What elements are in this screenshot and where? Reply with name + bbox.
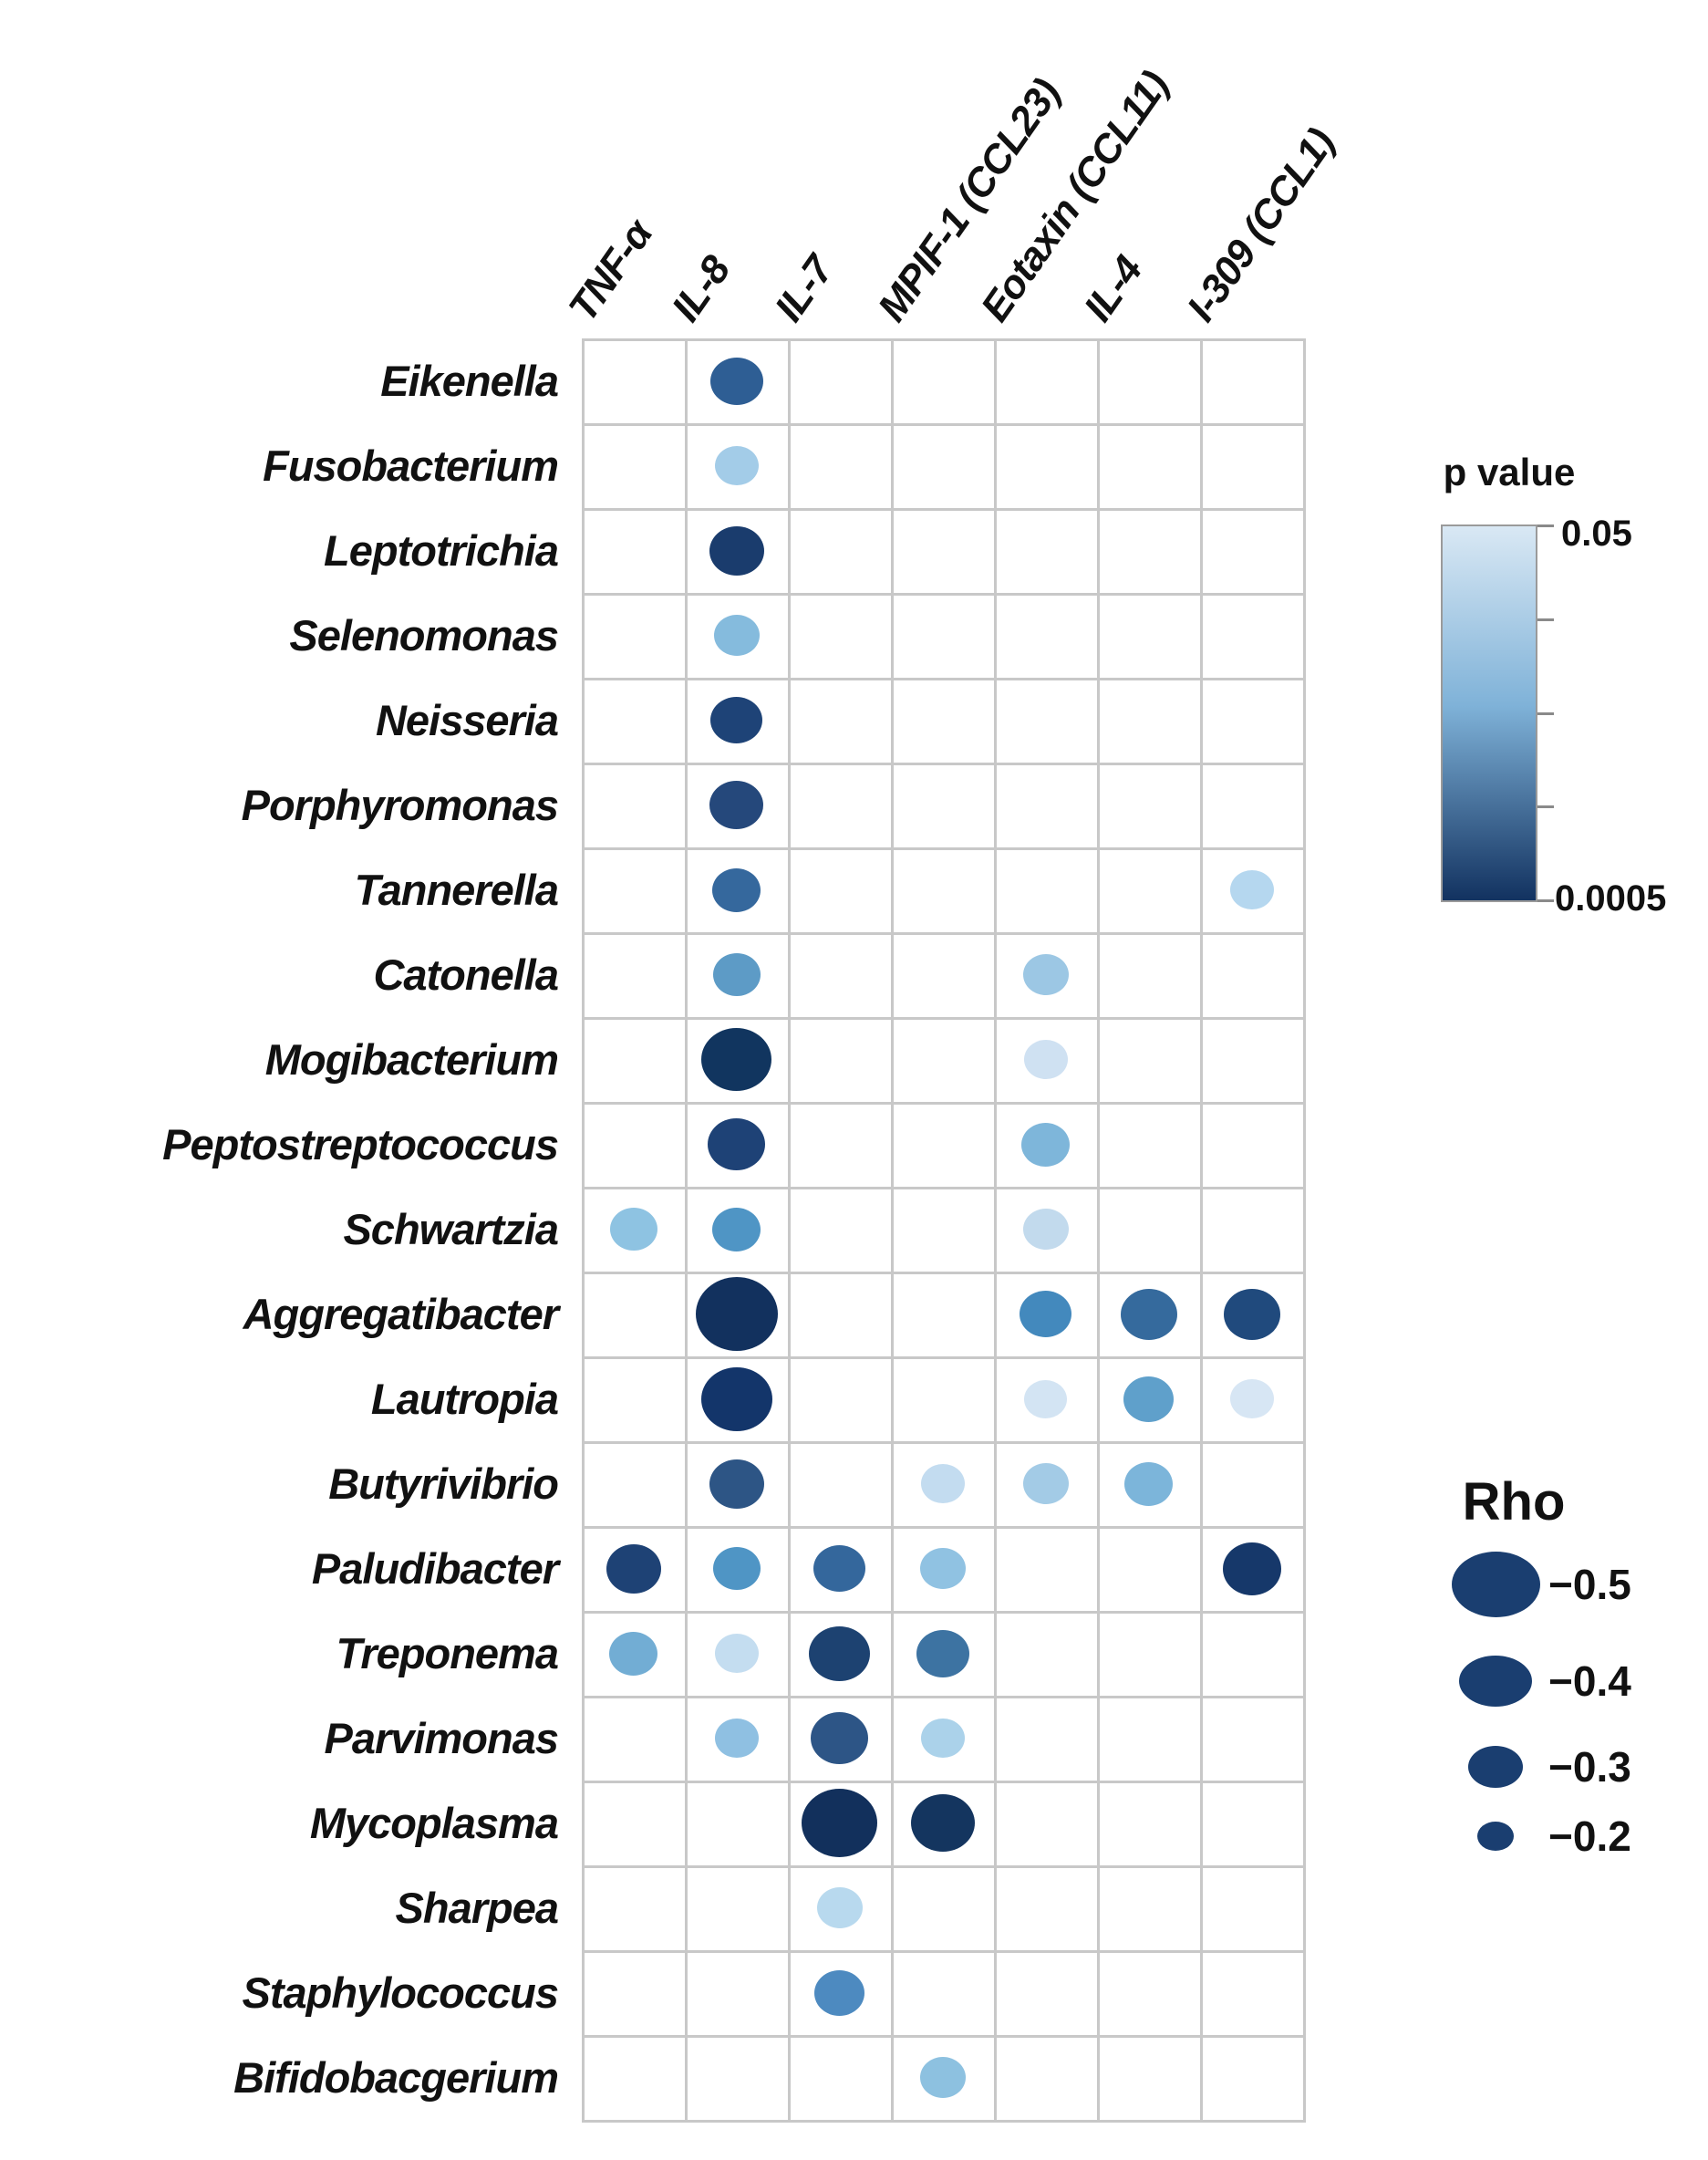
row-label-porphyromonas: Porphyromonas <box>241 780 559 829</box>
dot-fusobacterium-il-8 <box>714 446 759 485</box>
dot-porphyromonas-il-8 <box>709 781 763 829</box>
p-value-tick-2 <box>1537 711 1554 715</box>
dot-paludibacter-mpif-1-ccl23 <box>919 1548 966 1589</box>
dot-aggregatibacter-eotaxin-ccl11 <box>1020 1291 1071 1337</box>
col-header-il-8: IL-8 <box>662 248 739 330</box>
dot-parvimonas-il-8 <box>714 1719 759 1758</box>
rho-legend-dot-0-3 <box>1468 1746 1523 1788</box>
row-label-sharpea: Sharpea <box>395 1883 559 1932</box>
dot-mogibacterium-il-8 <box>701 1028 771 1091</box>
row-label-paludibacter: Paludibacter <box>311 1543 559 1593</box>
col-header-i-309-ccl1: I-309 (CCL1) <box>1177 120 1343 330</box>
dot-treponema-il-8 <box>714 1634 759 1673</box>
dot-aggregatibacter-il-8 <box>695 1277 778 1351</box>
dot-staphylococcus-il-7 <box>814 1969 864 2016</box>
row-label-mycoplasma: Mycoplasma <box>309 1798 559 1847</box>
dot-lautropia-il-8 <box>700 1366 772 1431</box>
dot-schwartzia-il-8 <box>712 1207 761 1251</box>
dot-parvimonas-mpif-1-ccl23 <box>920 1719 965 1758</box>
row-label-peptostreptococcus: Peptostreptococcus <box>162 1119 559 1168</box>
p-value-legend-title: p value <box>1443 451 1576 493</box>
dot-peptostreptococcus-il-8 <box>708 1118 765 1170</box>
dot-mogibacterium-eotaxin-ccl11 <box>1023 1040 1068 1079</box>
dot-treponema-il-7 <box>809 1625 870 1681</box>
row-label-butyrivibrio: Butyrivibrio <box>328 1459 559 1508</box>
rho-legend-title: Rho <box>1462 1472 1566 1532</box>
correlation-grid <box>582 338 1306 2123</box>
rho-legend-dot-0-4 <box>1459 1656 1532 1707</box>
row-label-eikenella: Eikenella <box>380 356 559 405</box>
col-header-mpif-1-ccl23: MPIF-1 (CCL23) <box>868 71 1069 330</box>
p-value-bottom-label: 0.0005 <box>1555 878 1667 919</box>
p-value-tick-3 <box>1537 805 1554 809</box>
row-label-tannerella: Tannerella <box>354 865 559 914</box>
row-label-lautropia: Lautropia <box>370 1374 559 1423</box>
row-label-bifidobacgerium: Bifidobacgerium <box>233 2052 559 2102</box>
p-value-gradient-bar <box>1441 524 1537 902</box>
dot-bifidobacgerium-mpif-1-ccl23 <box>919 2057 966 2098</box>
col-header-tnf: TNF-α <box>559 212 661 330</box>
row-label-selenomonas: Selenomonas <box>289 610 559 659</box>
dot-selenomonas-il-8 <box>713 615 760 656</box>
dot-catonella-il-8 <box>712 953 761 996</box>
dot-paludibacter-i-309-ccl1 <box>1222 1542 1281 1595</box>
dot-butyrivibrio-il-4 <box>1124 1461 1173 1506</box>
row-label-catonella: Catonella <box>373 950 559 999</box>
dot-butyrivibrio-mpif-1-ccl23 <box>920 1464 965 1503</box>
dot-catonella-eotaxin-ccl11 <box>1022 954 1069 995</box>
p-value-tick-1 <box>1537 618 1554 621</box>
dot-eikenella-il-8 <box>709 357 763 405</box>
rho-legend-label-0-2: −0.2 <box>1548 1812 1631 1860</box>
dot-lautropia-eotaxin-ccl11 <box>1024 1379 1067 1418</box>
col-header-il-4: IL-4 <box>1074 248 1151 330</box>
dot-peptostreptococcus-eotaxin-ccl11 <box>1021 1122 1070 1167</box>
dot-paludibacter-tnf <box>606 1543 661 1594</box>
dot-schwartzia-tnf <box>609 1208 657 1251</box>
rho-legend-label-0-5: −0.5 <box>1548 1561 1631 1608</box>
rho-legend-label-0-4: −0.4 <box>1548 1657 1631 1705</box>
row-label-neisseria: Neisseria <box>375 695 559 744</box>
p-value-tick-0 <box>1537 524 1554 527</box>
row-label-aggregatibacter: Aggregatibacter <box>243 1289 559 1338</box>
dot-lautropia-i-309-ccl1 <box>1229 1379 1274 1418</box>
dot-tannerella-i-309-ccl1 <box>1229 870 1274 909</box>
rho-legend-dot-0-5 <box>1451 1552 1540 1617</box>
dot-aggregatibacter-i-309-ccl1 <box>1223 1288 1280 1340</box>
dot-butyrivibrio-eotaxin-ccl11 <box>1022 1463 1069 1504</box>
rho-legend-label-0-3: −0.3 <box>1548 1743 1631 1791</box>
row-label-parvimonas: Parvimonas <box>324 1713 559 1762</box>
p-value-top-label: 0.05 <box>1561 514 1632 554</box>
row-label-fusobacterium: Fusobacterium <box>263 441 559 490</box>
dot-butyrivibrio-il-8 <box>709 1459 764 1509</box>
dot-mycoplasma-il-7 <box>802 1789 877 1857</box>
dot-leptotrichia-il-8 <box>709 525 764 576</box>
dot-parvimonas-il-7 <box>811 1712 868 1764</box>
col-header-il-7: IL-7 <box>765 248 842 330</box>
dot-schwartzia-eotaxin-ccl11 <box>1022 1209 1069 1250</box>
rho-legend-dot-0-2 <box>1477 1822 1514 1851</box>
col-header-eotaxin-ccl11: Eotaxin (CCL11) <box>971 63 1177 330</box>
p-value-tick-4 <box>1537 899 1554 902</box>
dot-mycoplasma-mpif-1-ccl23 <box>910 1794 975 1852</box>
dot-treponema-tnf <box>609 1631 657 1676</box>
row-label-staphylococcus: Staphylococcus <box>242 1968 559 2017</box>
dot-neisseria-il-8 <box>710 697 762 743</box>
dot-tannerella-il-8 <box>712 867 761 912</box>
dot-aggregatibacter-il-4 <box>1120 1288 1177 1340</box>
dot-paludibacter-il-8 <box>712 1547 761 1590</box>
row-label-treponema: Treponema <box>336 1628 560 1677</box>
row-label-mogibacterium: Mogibacterium <box>264 1034 559 1084</box>
dot-treponema-mpif-1-ccl23 <box>916 1629 969 1677</box>
row-label-leptotrichia: Leptotrichia <box>324 525 559 575</box>
row-label-schwartzia: Schwartzia <box>343 1204 559 1253</box>
dot-lautropia-il-4 <box>1123 1376 1174 1422</box>
dot-paludibacter-il-7 <box>813 1545 865 1592</box>
dot-sharpea-il-7 <box>816 1887 863 1928</box>
